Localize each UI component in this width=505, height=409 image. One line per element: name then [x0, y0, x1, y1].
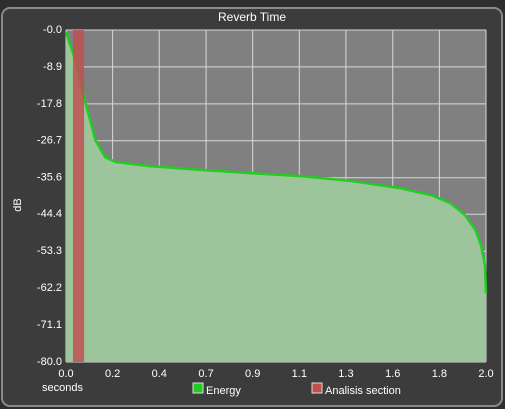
legend-label: Energy	[206, 385, 241, 397]
y-tick-label: -8.9	[43, 61, 62, 73]
y-tick-label: -62.2	[37, 282, 62, 294]
legend-label: Analisis section	[325, 385, 401, 397]
y-tick-label: -71.1	[37, 319, 62, 331]
x-tick-label: 1.3	[338, 368, 353, 380]
y-tick-label: -35.6	[37, 172, 62, 184]
x-tick-label: 0.4	[152, 368, 167, 380]
analysis-band	[72, 30, 85, 362]
x-tick-label: 1.8	[432, 368, 447, 380]
x-tick-label: 1.1	[292, 368, 307, 380]
y-tick-label: -53.3	[37, 245, 62, 257]
y-tick-label: -26.7	[37, 135, 62, 147]
y-tick-label: -17.8	[37, 98, 62, 110]
x-tick-label: 0.9	[245, 368, 260, 380]
x-tick-label: 0.0	[58, 368, 73, 380]
legend-swatch	[311, 382, 323, 394]
x-tick-label: 2.0	[478, 368, 493, 380]
y-tick-label: -44.4	[37, 208, 62, 220]
y-tick-label: -80.0	[37, 356, 62, 368]
x-tick-label: 0.2	[105, 368, 120, 380]
y-tick-label: -0.0	[43, 24, 62, 36]
chart-title: Reverb Time	[218, 10, 286, 24]
legend-swatch	[192, 382, 204, 394]
x-axis-label: seconds	[42, 382, 83, 394]
x-tick-label: 0.7	[198, 368, 213, 380]
y-axis-label: dB	[12, 198, 24, 211]
energy-line	[64, 31, 488, 294]
energy-area	[66, 32, 486, 362]
x-tick-label: 1.6	[385, 368, 400, 380]
